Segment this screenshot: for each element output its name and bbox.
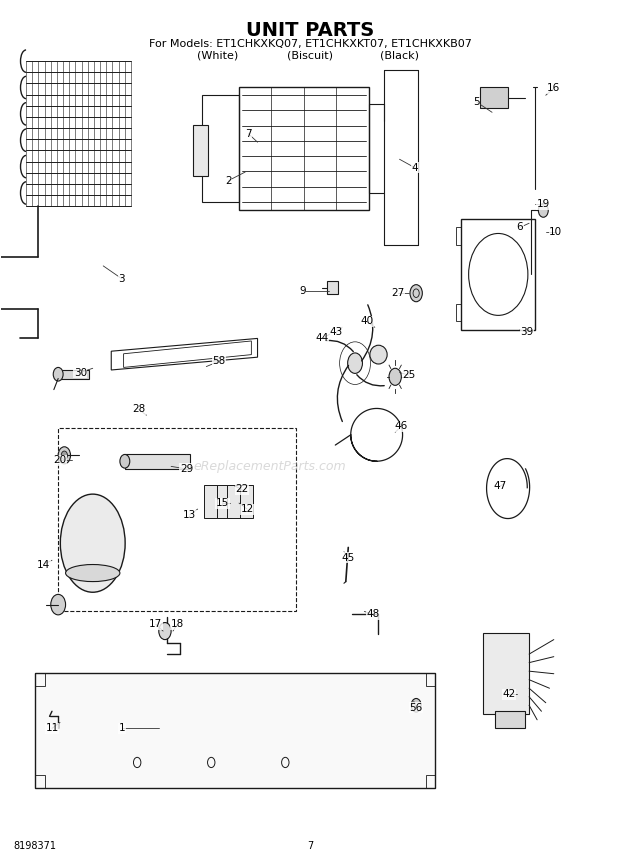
Bar [125,454,190,469]
Text: 45: 45 [342,553,355,562]
Bar [495,711,525,728]
Bar [204,485,218,518]
Text: 2: 2 [225,175,232,186]
Bar [461,219,535,330]
Circle shape [120,455,130,468]
Ellipse shape [66,564,120,581]
Text: 29: 29 [180,464,193,474]
Text: 20: 20 [53,455,66,466]
Bar [483,633,529,714]
Text: 4: 4 [412,163,418,173]
Circle shape [389,368,401,385]
Bar [426,776,435,788]
Bar [369,104,384,193]
Bar [35,776,45,788]
Text: 17: 17 [149,619,162,629]
Text: (Black): (Black) [380,51,419,60]
Circle shape [61,451,68,460]
Bar [456,228,461,245]
Text: 14: 14 [37,560,50,569]
Bar [58,370,89,378]
Circle shape [411,698,421,712]
Bar [228,485,241,518]
Text: 48: 48 [366,609,379,619]
Text: (Biscuit): (Biscuit) [287,51,333,60]
Text: 13: 13 [183,510,197,520]
Circle shape [348,353,363,373]
Circle shape [53,367,63,381]
Bar [480,86,508,108]
Text: 8198371: 8198371 [14,841,57,851]
Text: UNIT PARTS: UNIT PARTS [246,21,374,40]
Bar [58,428,296,611]
Bar [218,485,231,518]
Text: 18: 18 [170,619,184,629]
Text: 58: 58 [212,356,225,366]
Text: 9: 9 [299,287,306,296]
Text: eReplacementParts.com: eReplacementParts.com [193,460,346,473]
Text: 30: 30 [74,367,87,377]
Text: 25: 25 [402,370,415,380]
Bar [193,125,208,176]
Text: 7: 7 [307,841,313,851]
Text: 3: 3 [118,274,125,283]
Text: 15: 15 [216,498,229,508]
Text: 27: 27 [391,288,404,298]
Text: 43: 43 [329,328,342,337]
Bar [35,673,435,788]
Text: 56: 56 [410,703,423,713]
Bar [327,282,339,294]
Text: (White): (White) [197,51,238,60]
Circle shape [51,594,66,615]
Text: 5: 5 [473,97,480,107]
Text: 44: 44 [316,333,329,343]
Bar [456,304,461,321]
Text: 10: 10 [549,227,562,237]
Circle shape [159,622,171,639]
Circle shape [538,204,548,217]
Text: 28: 28 [132,404,145,414]
Text: 7: 7 [245,128,252,139]
Ellipse shape [60,494,125,592]
Bar [239,86,369,211]
Text: 40: 40 [360,317,373,326]
Text: For Models: ET1CHKXKQ07, ET1CHKXKT07, ET1CHKXKB07: For Models: ET1CHKXKQ07, ET1CHKXKT07, ET… [149,39,471,49]
Text: 22: 22 [236,484,249,495]
Text: 46: 46 [395,421,408,431]
Text: 47: 47 [494,481,507,491]
Text: 42: 42 [502,689,515,699]
Circle shape [410,285,422,301]
Text: 39: 39 [521,328,534,337]
Text: 16: 16 [547,83,560,93]
Bar [426,673,435,686]
Ellipse shape [370,345,387,364]
Bar [202,95,239,202]
Bar [240,485,253,518]
Bar [35,673,45,686]
Text: 12: 12 [241,504,254,514]
Circle shape [58,447,71,464]
Text: 19: 19 [537,199,550,210]
Text: 11: 11 [45,723,59,734]
Text: 6: 6 [516,223,523,233]
Text: 1: 1 [118,723,125,734]
